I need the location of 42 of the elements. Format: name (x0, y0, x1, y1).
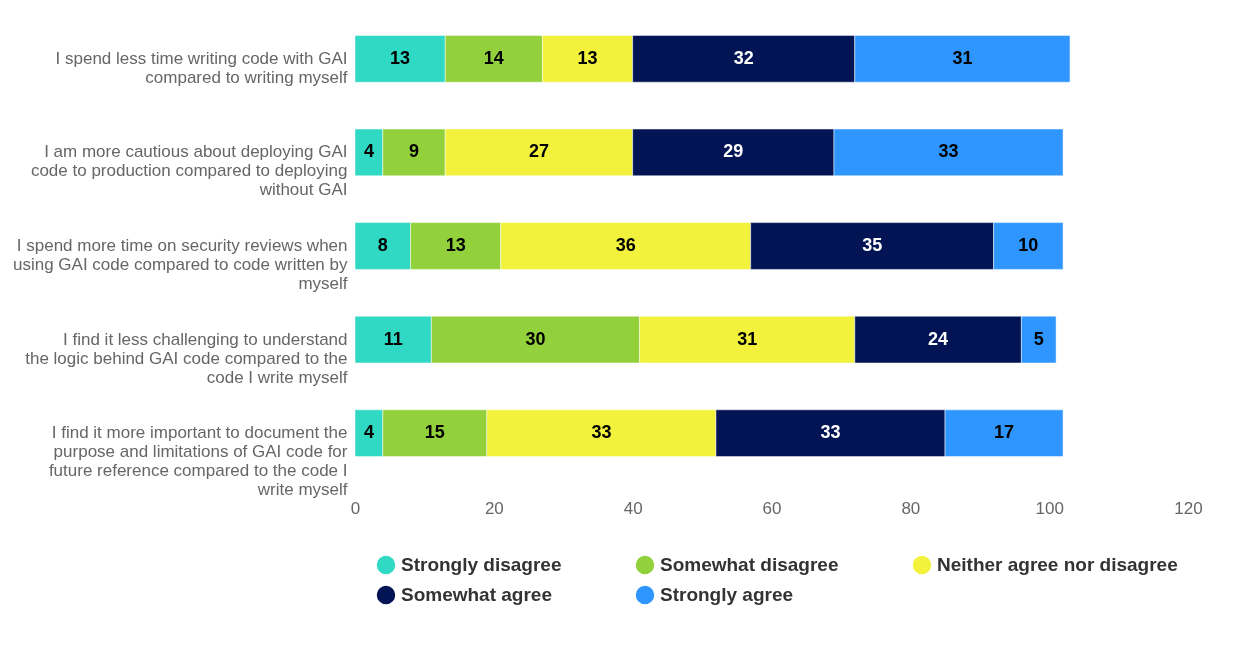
y-tick-label: I spend more time on security reviews when using GAI code compared to code written by myself (12, 236, 348, 293)
data-label: 33 (820, 422, 841, 443)
y-tick-label: I am more cautious about deploying GAI code to production compared to deploying without GAI (30, 142, 348, 200)
data-label: 17 (994, 422, 1015, 443)
x-tick-label: 80 (901, 498, 921, 518)
x-tick-label: 60 (762, 498, 782, 518)
data-label: 10 (1018, 235, 1039, 255)
data-label: 32 (733, 47, 754, 68)
y-tick-label: I spend less time writing code with GAI compared to writing myself (55, 48, 348, 87)
data-label: 33 (591, 422, 612, 443)
data-label: 15 (424, 422, 445, 443)
data-label: 30 (525, 328, 546, 349)
data-label: 29 (723, 141, 744, 162)
data-label: 11 (383, 328, 403, 349)
data-label: 9 (409, 141, 420, 162)
x-tick-label: 20 (484, 498, 504, 518)
y-tick-label: I find it less challenging to understand the logic behind GAI code compared to the code I write myself (25, 329, 348, 387)
data-label: 4 (363, 422, 374, 443)
legend-label: Somewhat agree (401, 584, 552, 605)
data-label: 8 (377, 235, 388, 255)
legend-label: Strongly agree (660, 584, 794, 605)
legend-label: Neither agree nor disagree (937, 554, 1178, 575)
x-tick-label: 40 (623, 498, 643, 518)
data-label: 24 (928, 328, 949, 349)
legend-label: Strongly disagree (401, 554, 562, 575)
data-label: 35 (862, 235, 883, 255)
data-label: 5 (1033, 328, 1044, 349)
x-tick-label: 120 (1174, 498, 1203, 518)
x-tick-label: 100 (1035, 498, 1064, 518)
x-tick-label: 0 (350, 498, 361, 518)
legend-label: Somewhat disagree (660, 554, 839, 575)
data-label: 13 (445, 235, 466, 255)
data-label: 27 (528, 141, 549, 162)
data-label: 36 (615, 235, 636, 255)
data-label: 4 (363, 141, 374, 162)
data-label: 33 (938, 141, 959, 162)
data-label: 13 (577, 47, 598, 68)
data-label: 31 (737, 328, 758, 349)
data-label: 14 (483, 47, 504, 68)
data-label: 31 (952, 47, 973, 68)
data-label: 13 (390, 47, 411, 68)
y-tick-label: I find it more important to document the purpose and limitations of GAI code for future reference compared to the code I write myself (48, 423, 348, 500)
